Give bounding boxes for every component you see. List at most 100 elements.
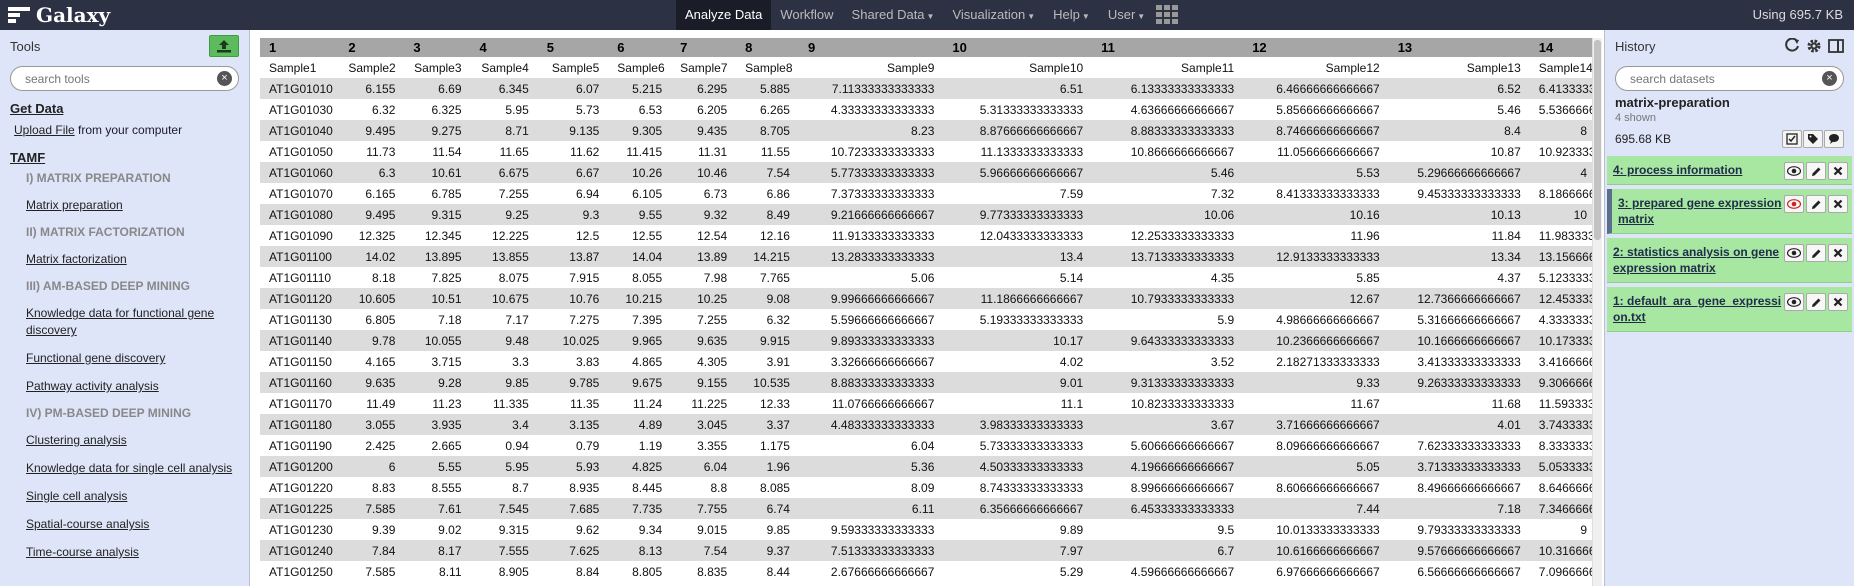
history-dataset[interactable]: 1: default_ara_gene_expression.txt (1607, 287, 1852, 332)
nav-visualization[interactable]: Visualization ▼ (952, 7, 1036, 22)
table-cell: 6 (339, 456, 405, 477)
table-row: AT1G01250 7.585 8.11 8.905 8.84 8.805 8.835 8.4… (260, 561, 1592, 582)
table-cell: 9.305 (608, 120, 672, 141)
table-cell: 2.665 (431, 438, 462, 453)
tool-link[interactable]: Single cell analysis (26, 489, 128, 503)
history-name[interactable]: matrix-preparation (1615, 95, 1730, 110)
history-dataset[interactable]: 2: statistics analysis on gene expressio… (1607, 238, 1852, 283)
column-number: 12 (1243, 38, 1389, 57)
table-cell: 4.50333333333333 (943, 456, 1093, 477)
nav-user[interactable]: User ▼ (1107, 7, 1146, 22)
table-cell: 10.61 (404, 162, 471, 183)
tool-link[interactable]: Functional gene discovery (26, 351, 166, 365)
clear-search-icon[interactable]: × (1822, 71, 1837, 86)
galaxy-brand[interactable]: Galaxy (8, 2, 110, 28)
table-cell: 9.89 (1059, 522, 1084, 537)
table-cell: 12.55 (632, 228, 663, 243)
table-cell: 12.9133333333333 (1243, 246, 1389, 267)
table-cell: 11.96 (1350, 228, 1380, 243)
tool-link[interactable]: Pathway activity analysis (26, 379, 159, 393)
table-cell: 10.0133333333333 (1276, 522, 1380, 537)
nav-analyze-data[interactable]: Analyze Data (676, 0, 772, 30)
pencil-icon[interactable] (1806, 293, 1826, 311)
tool-item: Knowledge data for functional gene disco… (26, 305, 239, 339)
column-header: Sample10 (1029, 60, 1084, 75)
nav-help[interactable]: Help ▼ (1053, 7, 1090, 22)
table-row: AT1G01190 2.425 2.665 0.94 0.79 1.19 3.355 1.17… (260, 435, 1592, 456)
history-search-input[interactable] (1630, 71, 1822, 86)
column-number-row: 1 2 3 4 5 6 7 8 9 10 11 12 13 14 (260, 38, 1592, 57)
tags-icon[interactable] (1803, 130, 1823, 148)
table-cell: 8.49666666666667 (1417, 480, 1521, 495)
table-cell: 9.3 (537, 204, 609, 225)
table-cell: 7.54 (671, 540, 737, 561)
table-cell: 5.31666666666667 (1417, 312, 1521, 327)
dataset-title[interactable]: 3: prepared gene expression matrix (1618, 196, 1782, 226)
tool-item: Matrix preparation (26, 197, 239, 214)
table-row: AT1G01150 4.165 3.715 3.3 3.83 4.865 4.305 3.91… (260, 351, 1592, 372)
table-cell: 4.02 (1059, 354, 1084, 369)
delete-icon[interactable] (1828, 162, 1848, 180)
dataset-title[interactable]: 2: statistics analysis on gene expressio… (1613, 245, 1780, 275)
upload-button[interactable] (209, 35, 239, 57)
table-cell: 7.98 (703, 270, 728, 285)
eye-icon[interactable] (1784, 195, 1804, 213)
tool-link[interactable]: Matrix factorization (26, 252, 127, 266)
refresh-icon[interactable] (1784, 38, 1800, 54)
table-cell: 7.11333333333333 (798, 78, 944, 99)
upload-file-link[interactable]: Upload File (14, 123, 75, 137)
table-scrollbar[interactable] (1592, 38, 1602, 586)
table-cell: 5.06 (911, 270, 935, 285)
table-cell: 4.89 (608, 414, 672, 435)
table-cell: 11.1 (1060, 396, 1084, 411)
tool-link[interactable]: Knowledge data for single cell analysis (26, 461, 233, 475)
table-row: AT1G01230 9.39 9.02 9.315 9.62 9.34 9.015 9.85 9… (260, 519, 1592, 540)
nav-workflow[interactable]: Workflow (780, 7, 834, 22)
quota-meter[interactable]: Using 695.7 KB (1752, 7, 1843, 22)
delete-icon[interactable] (1828, 195, 1848, 213)
tool-link[interactable]: Knowledge data for functional gene disco… (26, 306, 215, 337)
nav-shared-data[interactable]: Shared Data ▼ (851, 7, 935, 22)
dataset-title[interactable]: 1: default_ara_gene_expression.txt (1613, 294, 1782, 324)
section-tamf[interactable]: TAMF (10, 150, 46, 165)
history-size: 695.68 KB (1615, 132, 1672, 146)
tool-search-input[interactable] (25, 71, 217, 86)
table-cell: 5.55 (404, 456, 471, 477)
tool-link[interactable]: Matrix preparation (26, 198, 123, 212)
table-cell: 10.3166666666667 (1529, 540, 1592, 561)
gear-icon[interactable] (1806, 38, 1822, 54)
table-cell: 10.51 (404, 288, 471, 309)
table-cell: 12.5 (575, 228, 600, 243)
pencil-icon[interactable] (1806, 162, 1826, 180)
eye-icon[interactable] (1784, 244, 1804, 262)
table-row: AT1G01010 6.155 6.69 6.345 6.07 5.215 6.295 5.8… (260, 78, 1592, 99)
table-cell: 10.215 (608, 288, 672, 309)
delete-icon[interactable] (1828, 244, 1848, 262)
pencil-icon[interactable] (1806, 195, 1826, 213)
delete-icon[interactable] (1828, 293, 1848, 311)
clear-search-icon[interactable]: × (217, 71, 232, 86)
tool-link[interactable]: Time-course analysis (26, 545, 139, 559)
tool-link[interactable]: Clustering analysis (26, 433, 127, 447)
tool-link[interactable]: Spatial-course analysis (26, 517, 150, 531)
table-cell: 13.89 (671, 246, 737, 267)
scrollbar-thumb[interactable] (1594, 40, 1601, 240)
pencil-icon[interactable] (1806, 244, 1826, 262)
eye-icon[interactable] (1784, 162, 1804, 180)
history-dataset[interactable]: 3: prepared gene expression matrix (1607, 189, 1852, 234)
dataset-title[interactable]: 4: process information (1613, 163, 1743, 177)
column-header: Sample7 (680, 60, 728, 75)
table-cell: 10.8666666666667 (1130, 144, 1235, 159)
scratchbook-grid-icon[interactable] (1154, 0, 1180, 30)
columns-icon[interactable] (1828, 38, 1844, 54)
annotation-icon[interactable] (1824, 130, 1844, 148)
history-dataset[interactable]: 4: process information (1607, 156, 1852, 185)
select-items-icon[interactable] (1782, 130, 1802, 148)
section-get-data[interactable]: Get Data (10, 101, 64, 116)
table-cell: 3.41333333333333 (1417, 354, 1521, 369)
eye-icon[interactable] (1784, 293, 1804, 311)
table-cell: 0.94 (505, 438, 529, 453)
gene-id-cell: AT1G01080 (260, 204, 340, 225)
table-row: AT1G01130 6.805 7.18 7.17 7.275 7.395 7.255 6.3… (260, 309, 1592, 330)
table-cell: 13.2833333333333 (798, 246, 944, 267)
